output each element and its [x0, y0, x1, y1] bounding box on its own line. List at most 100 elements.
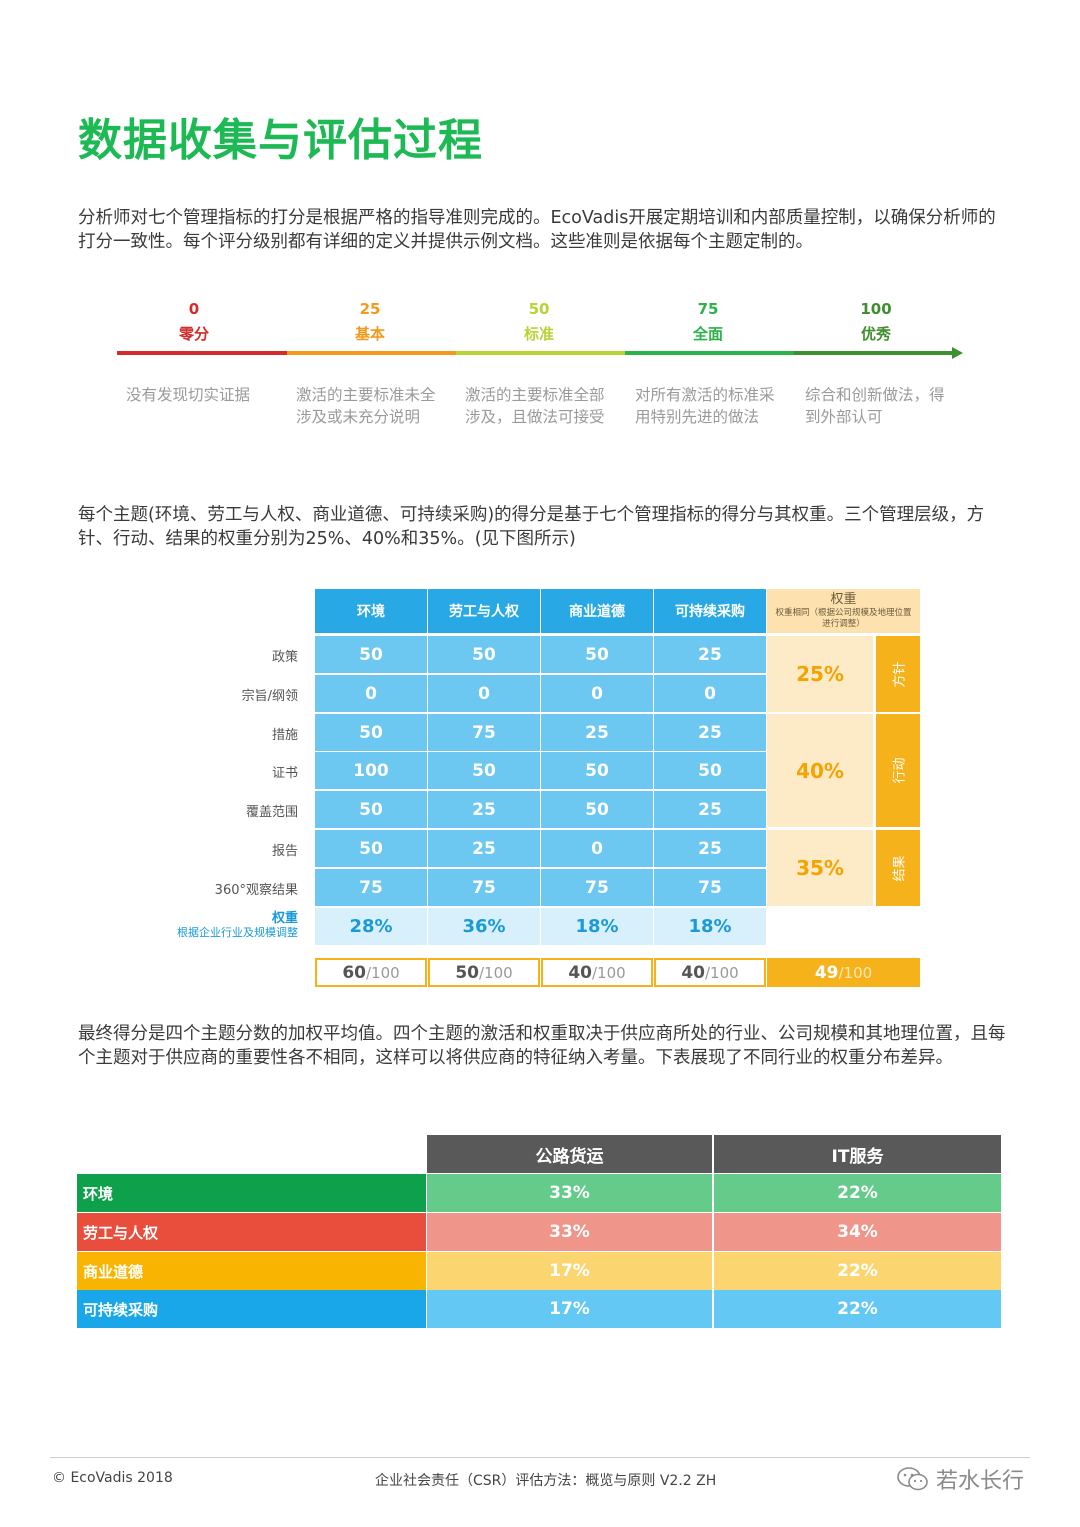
score-cell: 25	[654, 636, 766, 673]
theme-weight-cell: 18%	[541, 908, 653, 945]
scale-bar-segment	[117, 351, 287, 355]
score-cell: 50	[428, 636, 540, 673]
watermark: 若水长行	[896, 1463, 1024, 1495]
column-header-environment: 环境	[315, 589, 427, 633]
industry-row-label: 劳工与人权	[77, 1213, 426, 1251]
scale-name: 优秀	[860, 325, 891, 343]
total-value: 40	[681, 962, 705, 983]
industry-weight-cell: 22%	[714, 1290, 1001, 1328]
score-cell: 50	[541, 636, 653, 673]
scale-name: 零分	[178, 325, 209, 343]
score-cell: 75	[654, 869, 766, 906]
industry-row-label: 可持续采购	[77, 1290, 426, 1328]
intro-paragraph: 分析师对七个管理指标的打分是根据严格的指导准则完成的。EcoVadis开展定期培…	[78, 208, 996, 252]
total-denominator: /100	[365, 963, 400, 982]
scale-level-100: 100 优秀	[811, 297, 941, 347]
score-cell: 25	[654, 791, 766, 828]
scale-level-25: 25 基本	[305, 297, 435, 347]
total-denominator: /100	[591, 963, 626, 982]
score-cell: 25	[541, 714, 653, 751]
level-name-action: 行动	[876, 714, 920, 827]
score-cell: 50	[428, 752, 540, 789]
score-cell: 75	[541, 869, 653, 906]
row-label: 360°观察结果	[214, 883, 298, 898]
final-score-paragraph: 最终得分是四个主题分数的加权平均值。四个主题的激活和权重取决于供应商所处的行业、…	[78, 1024, 1006, 1068]
total-denominator: /100	[704, 963, 739, 982]
score-cell: 50	[315, 830, 427, 867]
score-cell: 100	[315, 752, 427, 789]
scale-score: 0	[188, 300, 200, 318]
score-cell: 25	[654, 714, 766, 751]
scale-description: 对所有激活的标准采用特别先进的做法	[635, 386, 775, 426]
scale-score: 50	[528, 300, 550, 318]
score-cell: 75	[428, 714, 540, 751]
industry-weight-cell: 22%	[714, 1252, 1001, 1290]
score-cell: 50	[654, 752, 766, 789]
scale-description: 激活的主要标准未全涉及或未充分说明	[296, 386, 436, 426]
column-header-road-freight: 公路货运	[427, 1135, 712, 1173]
score-cell: 75	[428, 869, 540, 906]
watermark-text: 若水长行	[936, 1469, 1025, 1494]
industry-weight-cell: 33%	[427, 1213, 712, 1251]
column-header-it-services: IT服务	[714, 1135, 1001, 1173]
row-label: 措施	[271, 728, 298, 743]
scale-description: 激活的主要标准全部涉及，且做法可接受	[465, 386, 605, 426]
score-cell: 75	[315, 869, 427, 906]
theme-weight-cell: 18%	[654, 908, 766, 945]
industry-weight-cell: 17%	[427, 1252, 712, 1290]
column-header-procurement: 可持续采购	[654, 589, 766, 633]
row-label: 报告	[271, 844, 298, 859]
scale-name: 基本	[354, 325, 385, 343]
final-score: 49/100	[767, 958, 920, 987]
score-cell: 25	[428, 791, 540, 828]
scale-description: 没有发现切实证据	[126, 386, 251, 404]
row-label: 覆盖范围	[245, 805, 298, 820]
weights-paragraph: 每个主题(环境、劳工与人权、商业道德、可持续采购)的得分是基于七个管理指标的得分…	[78, 505, 985, 549]
score-cell: 0	[541, 675, 653, 712]
weight-column-header: 权重 权重相同（根据公司规模及地理位置进行调整）	[767, 589, 920, 633]
wechat-icon	[897, 1467, 928, 1491]
scale-level-75: 75 全面	[643, 297, 773, 347]
final-score-value: 49	[814, 962, 839, 983]
row-label: 证书	[271, 766, 298, 781]
scale-bar-segment	[287, 351, 456, 355]
theme-total-score: 60/100	[315, 958, 427, 987]
column-header-labor: 劳工与人权	[428, 589, 540, 633]
weight-header-note: 权重相同（根据公司规模及地理位置进行调整）	[775, 608, 912, 629]
industry-weight-cell: 22%	[714, 1174, 1001, 1212]
industry-row-label: 商业道德	[77, 1252, 426, 1290]
score-cell: 0	[315, 675, 427, 712]
level-weight-policy: 25%	[767, 636, 873, 712]
level-weight-result: 35%	[767, 830, 873, 906]
scale-name: 全面	[692, 325, 723, 343]
page-title: 数据收集与评估过程	[78, 115, 483, 166]
footer-copyright: © EcoVadis 2018	[52, 1470, 173, 1486]
scale-level-50: 50 标准	[474, 297, 604, 347]
scale-bar-segment	[456, 351, 625, 355]
scale-description: 综合和创新做法，得到外部认可	[805, 386, 945, 426]
final-score-denominator: /100	[838, 963, 873, 982]
row-label: 宗旨/纲领	[241, 689, 298, 704]
theme-total-score: 40/100	[541, 958, 653, 987]
score-cell: 50	[315, 791, 427, 828]
score-cell: 50	[541, 752, 653, 789]
score-cell: 0	[428, 675, 540, 712]
score-cell: 50	[315, 636, 427, 673]
theme-total-score: 40/100	[654, 958, 766, 987]
scale-bar-segment	[794, 351, 954, 355]
weight-header-title: 权重	[830, 592, 857, 607]
score-cell: 50	[315, 714, 427, 751]
level-name-policy: 方针	[876, 636, 920, 712]
scale-score: 75	[697, 300, 719, 318]
column-header-ethics: 商业道德	[541, 589, 653, 633]
scale-score: 25	[359, 300, 381, 318]
industry-weight-cell: 17%	[427, 1290, 712, 1328]
scale-name: 标准	[523, 325, 554, 343]
level-weight-action: 40%	[767, 714, 873, 827]
total-value: 40	[568, 962, 592, 983]
weight-row-sublabel: 根据企业行业及规模调整	[177, 926, 298, 939]
level-name-text: 结果	[892, 854, 908, 882]
score-cell: 50	[541, 791, 653, 828]
theme-weight-cell: 28%	[315, 908, 427, 945]
total-value: 50	[455, 962, 479, 983]
